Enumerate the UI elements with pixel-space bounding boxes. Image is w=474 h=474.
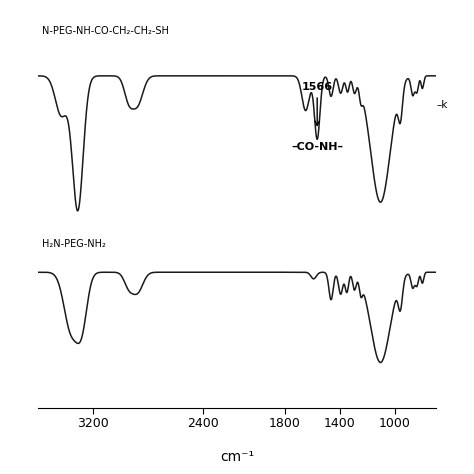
- Text: cm⁻¹: cm⁻¹: [220, 449, 254, 464]
- Text: 1566: 1566: [301, 82, 333, 92]
- Text: –k: –k: [437, 100, 448, 110]
- Text: –CO-NH–: –CO-NH–: [291, 143, 343, 153]
- Text: N-PEG-NH-CO-CH₂-CH₂-SH: N-PEG-NH-CO-CH₂-CH₂-SH: [42, 26, 169, 36]
- Text: H₂N-PEG-NH₂: H₂N-PEG-NH₂: [42, 239, 106, 249]
